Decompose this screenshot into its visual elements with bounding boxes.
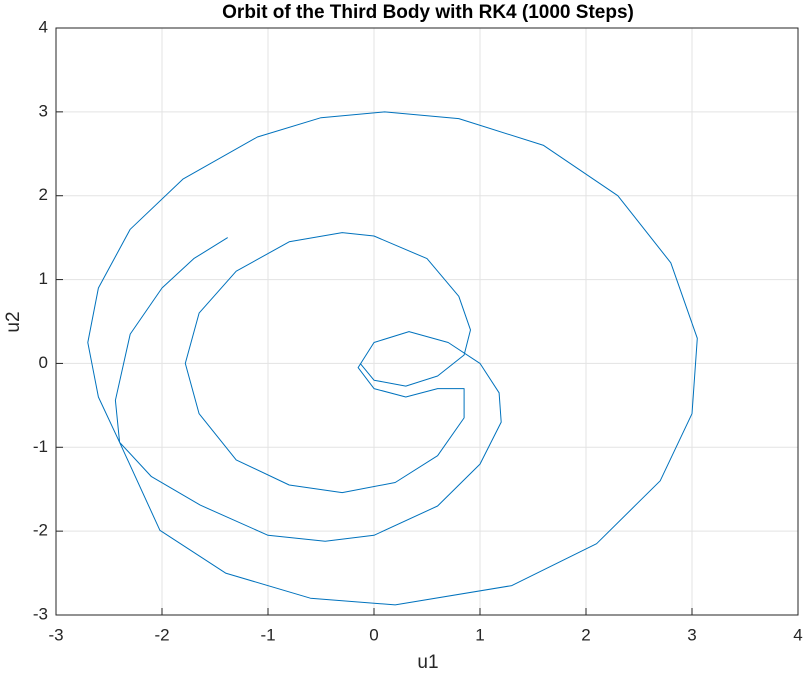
- y-tick-label: 2: [39, 185, 48, 204]
- x-tick-label: 4: [793, 625, 802, 644]
- x-tick-label: 2: [581, 625, 590, 644]
- y-tick-label: -3: [33, 604, 48, 623]
- chart-title: Orbit of the Third Body with RK4 (1000 S…: [222, 2, 634, 23]
- x-tick-label: 0: [369, 625, 378, 644]
- x-tick-label: -1: [260, 625, 275, 644]
- y-tick-label: 3: [39, 101, 48, 120]
- x-tick-label: 1: [475, 625, 484, 644]
- orbit-line: [87, 111, 698, 606]
- x-tick-label: -2: [154, 625, 169, 644]
- x-axis-label: u1: [417, 652, 438, 673]
- x-tick-label: -3: [48, 625, 63, 644]
- y-tick-label: -2: [33, 521, 48, 540]
- x-tick-label: 3: [687, 625, 696, 644]
- y-tick-label: -1: [33, 437, 48, 456]
- y-tick-label: 4: [39, 17, 48, 36]
- y-tick-label: 1: [39, 269, 48, 288]
- y-tick-label: 0: [39, 353, 48, 372]
- plot-area: [56, 28, 798, 615]
- axes-box: [55, 27, 799, 616]
- y-axis-label: u2: [3, 311, 24, 332]
